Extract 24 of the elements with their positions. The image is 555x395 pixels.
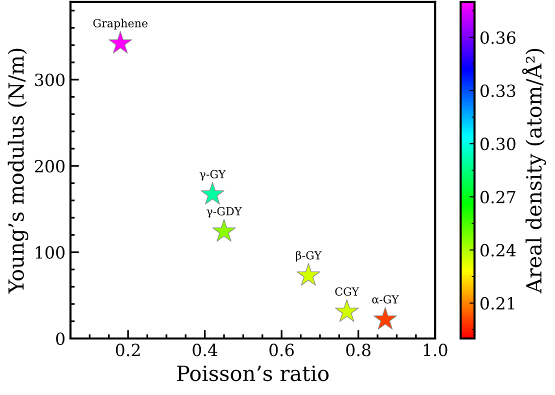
y-axis-title: Young’s modulus (N/m) — [8, 48, 28, 294]
annotation: CGY — [335, 287, 360, 296]
color-bar-label: 0.30 — [480, 138, 516, 150]
annotation: γ-GDY — [206, 207, 242, 218]
y-tick-label: 200 — [34, 160, 65, 172]
y-tick-label: 300 — [35, 74, 65, 86]
color-bar-label: 0.24 — [480, 244, 516, 257]
x-tick-label: 0.6 — [269, 344, 294, 356]
x-axis-title: Poisson’s ratio — [177, 366, 329, 382]
y-tick-label: 100 — [36, 246, 65, 259]
y-tick-label: 0 — [56, 332, 65, 346]
color-bar-label: 0.33 — [480, 84, 516, 98]
color-bar-title: Areal density (atom/Å²) — [522, 48, 546, 294]
x-tick-label: 0.2 — [116, 344, 140, 356]
annotation: α-GY — [372, 295, 399, 304]
x-tick-label: 0.4 — [192, 344, 218, 356]
annotation: Graphene — [93, 18, 148, 30]
color-bar-label: 0.27 — [480, 190, 516, 204]
x-tick-label: 0.8 — [346, 344, 370, 356]
annotation: γ-GY — [200, 170, 226, 181]
x-tick-label: 1.0 — [424, 344, 448, 356]
color-bar-label: 0.36 — [480, 31, 516, 44]
annotation: β-GY — [296, 250, 322, 262]
color-bar-label: 0.21 — [480, 297, 514, 310]
